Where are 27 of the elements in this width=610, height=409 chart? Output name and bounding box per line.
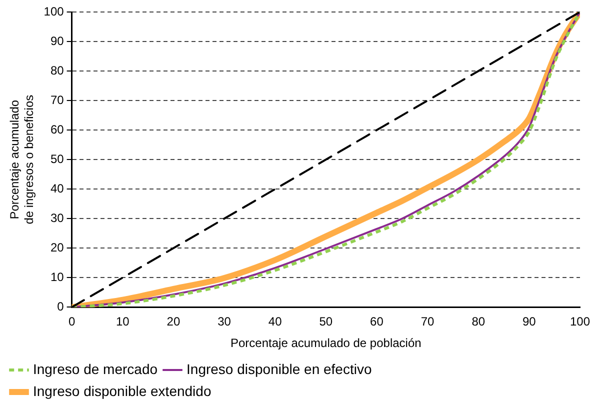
legend-label: Ingreso disponible en efectivo <box>186 360 372 377</box>
x-tick-label: 20 <box>166 314 180 329</box>
x-tick-label: 30 <box>218 314 232 329</box>
legend-label: Ingreso de mercado <box>33 360 158 377</box>
x-tick-label: 60 <box>370 314 384 329</box>
x-tick-label: 10 <box>116 314 130 329</box>
x-tick-label: 70 <box>420 314 435 329</box>
y-tick-label: 10 <box>50 270 64 284</box>
x-tick-label: 90 <box>522 314 536 329</box>
y-tick-label: 40 <box>50 181 64 196</box>
x-tick-label: 80 <box>472 314 486 329</box>
y-tick-label: 60 <box>50 122 64 136</box>
y-tick-label: 80 <box>50 63 64 78</box>
y-tick-label: 70 <box>50 92 64 107</box>
y-tick-label: 90 <box>50 34 64 48</box>
x-tick-label: 50 <box>319 314 333 329</box>
x-tick-label: 0 <box>68 314 76 329</box>
y-tick-label: 100 <box>44 4 64 18</box>
legend-label: Ingreso disponible extendido <box>33 382 212 399</box>
x-axis-title: Porcentaje acumulado de población <box>230 336 422 350</box>
y-tick-label: 0 <box>57 300 64 314</box>
y-tick-label: 20 <box>50 240 64 254</box>
x-tick-label: 100 <box>570 314 590 329</box>
y-axis-title: Porcentaje acumulado de ingresos o beneficios <box>8 94 36 224</box>
y-tick-label: 30 <box>50 210 64 225</box>
y-tick-label: 50 <box>50 152 64 166</box>
x-tick-label: 40 <box>268 314 282 329</box>
